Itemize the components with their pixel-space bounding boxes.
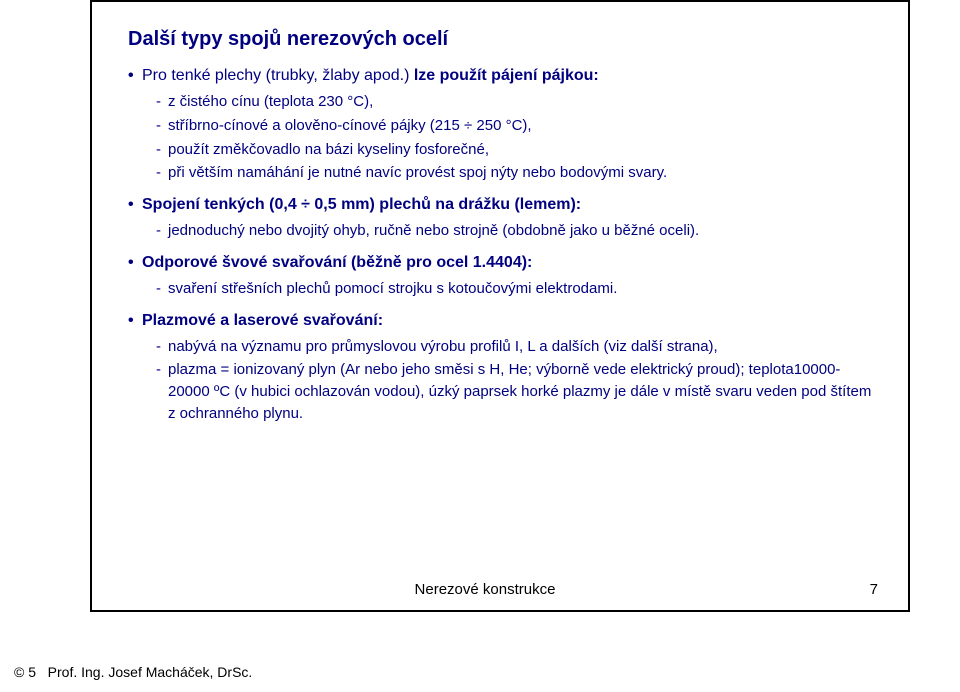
doc-footer-author: Prof. Ing. Josef Macháček, DrSc. xyxy=(48,664,253,680)
slide-footer: Nerezové konstrukce xyxy=(92,581,878,598)
doc-footer: © 5 Prof. Ing. Josef Macháček, DrSc. xyxy=(14,664,252,680)
section-1-heading: Pro tenké plechy (trubky, žlaby apod.) l… xyxy=(128,67,878,85)
section-1-prefix: Pro tenké plechy (trubky, žlaby apod.) xyxy=(142,67,409,84)
section-1-sub-1: stříbrno-cínové a olověno-cínové pájky (… xyxy=(128,115,878,137)
section-2-sub-0: jednoduchý nebo dvojitý ohyb, ručně nebo… xyxy=(128,220,878,242)
page: Další typy spojů nerezových ocelí Pro te… xyxy=(0,0,960,692)
section-3-sub-0: svaření střešních plechů pomocí strojku … xyxy=(128,278,878,300)
section-1-sub-0: z čistého cínu (teplota 230 °C), xyxy=(128,91,878,113)
section-4-sub-1: plazma = ionizovaný plyn (Ar nebo jeho s… xyxy=(128,359,878,424)
section-4-heading: Plazmové a laserové svařování: xyxy=(128,312,878,330)
section-2-heading: Spojení tenkých (0,4 ÷ 0,5 mm) plechů na… xyxy=(128,196,878,214)
page-number: 7 xyxy=(870,581,878,598)
page-title: Další typy spojů nerezových ocelí xyxy=(128,28,878,51)
section-3-heading: Odporové švové svařování (běžně pro ocel… xyxy=(128,254,878,272)
section-1-bold: lze použít pájení pájkou: xyxy=(409,67,598,84)
section-1-sub-3: při větším namáhání je nutné navíc prové… xyxy=(128,162,878,184)
doc-footer-copy: © 5 xyxy=(14,664,36,680)
section-1-sub-2: použít změkčovadlo na bázi kyseliny fosf… xyxy=(128,139,878,161)
section-4-sub-0: nabývá na významu pro průmyslovou výrobu… xyxy=(128,336,878,358)
content-frame: Další typy spojů nerezových ocelí Pro te… xyxy=(90,0,910,612)
